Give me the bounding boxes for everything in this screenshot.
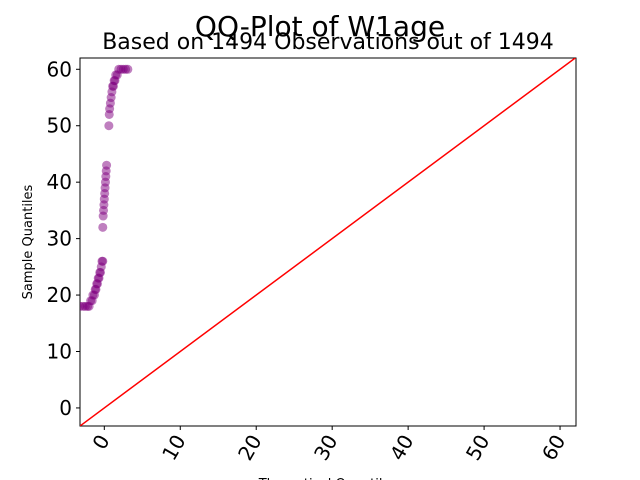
x-tick-label: 10 xyxy=(157,431,191,465)
x-tick-label: 20 xyxy=(233,431,267,465)
y-tick-label: 20 xyxy=(47,283,72,307)
x-tick-label: 0 xyxy=(87,431,114,454)
point xyxy=(104,121,114,131)
y-tick-label: 40 xyxy=(47,170,72,194)
y-axis-label: Sample Quantiles xyxy=(21,184,36,299)
point xyxy=(98,222,108,232)
chart-title: QQ-Plot of W1age xyxy=(195,10,445,43)
x-tick-label: 40 xyxy=(385,431,419,465)
point xyxy=(98,256,108,266)
x-axis-label: Theoretical Quantiles xyxy=(258,477,398,480)
y-tick-label: 0 xyxy=(59,396,72,420)
x-tick-label: 50 xyxy=(461,431,495,465)
y-tick-label: 50 xyxy=(47,114,72,138)
x-tick-label: 30 xyxy=(309,431,343,465)
point xyxy=(102,160,112,170)
y-tick-label: 30 xyxy=(47,227,72,251)
x-tick-label: 60 xyxy=(537,431,571,465)
y-tick-label: 60 xyxy=(47,57,72,81)
chart-subtitle: Based on 1494 Observations out of 1494 xyxy=(102,30,554,55)
plot-frame xyxy=(79,57,577,427)
y-tick-label: 10 xyxy=(47,339,72,363)
reference-line xyxy=(80,58,576,426)
point xyxy=(123,64,133,74)
